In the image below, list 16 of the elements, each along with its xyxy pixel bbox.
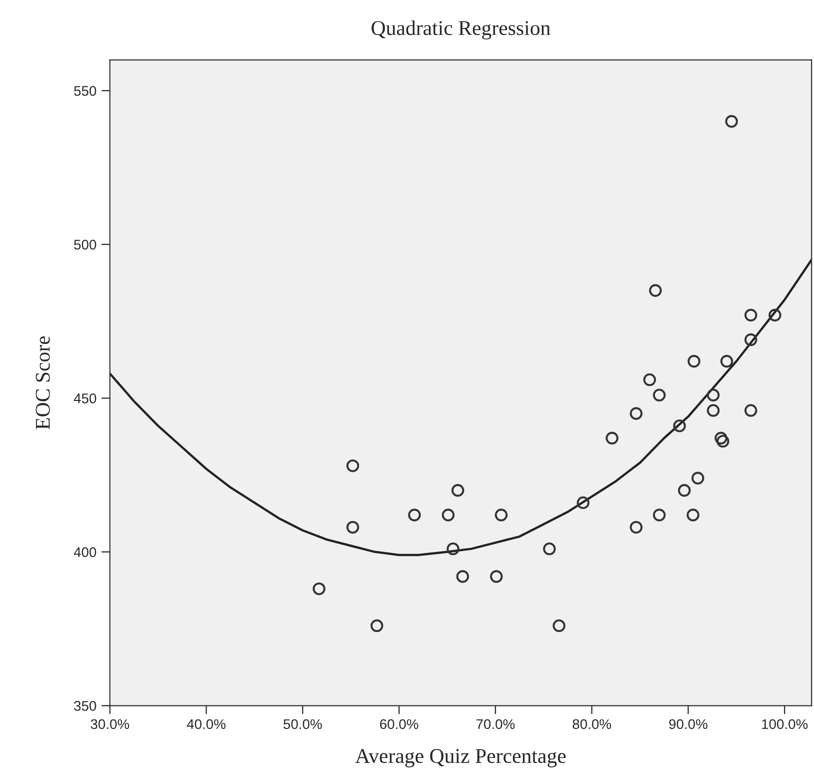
x-tick-label: 50.0% [284, 719, 322, 730]
y-tick-label: 350 [74, 700, 96, 711]
x-tick-label: 100.0% [762, 719, 808, 730]
x-tick-label: 60.0% [380, 719, 418, 730]
y-tick-label: 550 [74, 86, 96, 96]
x-tick-label: 70.0% [476, 719, 515, 730]
x-tick-label: 30.0% [90, 719, 130, 730]
y-axis-title: EOC Score [36, 336, 50, 430]
y-tick-label: 400 [74, 547, 96, 558]
chart-title: Quadratic Regression [372, 20, 550, 40]
x-tick-label: 90.0% [669, 719, 708, 730]
x-tick-label: 80.0% [572, 719, 611, 730]
x-tick-label: 40.0% [186, 719, 226, 730]
x-axis-title: Average Quiz Percentage [355, 749, 566, 768]
y-tick-label: 450 [74, 393, 96, 404]
y-tick-label: 500 [74, 240, 96, 250]
